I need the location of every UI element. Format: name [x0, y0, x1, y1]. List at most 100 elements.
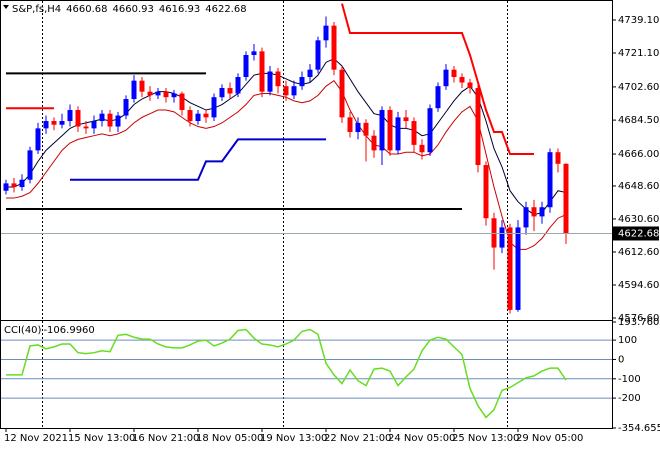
- indicator-name: CCI(40): [4, 325, 42, 336]
- candle-body: [43, 121, 49, 129]
- ohlc-value: 4616.93: [159, 4, 200, 15]
- candle-body: [483, 165, 489, 219]
- y-tick-label: 4721.10: [618, 48, 659, 59]
- candle-body: [563, 163, 569, 234]
- y-tick-label: 0: [618, 354, 624, 365]
- y-tick-label: -200: [618, 393, 641, 404]
- y-tick-label: 4612.60: [618, 247, 659, 258]
- y-tick-label: 4630.60: [618, 214, 659, 225]
- candle-body: [35, 128, 41, 151]
- y-tick-label: 4576.60: [618, 313, 659, 324]
- candle-body: [475, 88, 481, 166]
- candle-body: [283, 86, 289, 96]
- y-tick-label: 4702.60: [618, 82, 659, 93]
- candle-body: [155, 91, 161, 96]
- candle-body: [419, 144, 425, 153]
- candle-body: [275, 71, 281, 87]
- candle-body: [307, 69, 313, 78]
- candle-body: [179, 93, 185, 111]
- candle-body: [51, 121, 57, 125]
- x-tick-label: 12 Nov 2021: [4, 433, 68, 444]
- candle-body: [147, 91, 153, 96]
- candle-body: [227, 88, 233, 94]
- candle-body: [115, 115, 121, 127]
- candle-body: [259, 51, 265, 92]
- candle-body: [91, 121, 97, 129]
- candle-body: [331, 25, 337, 70]
- y-tick-label: 4739.10: [618, 15, 659, 26]
- candle-body: [107, 113, 113, 127]
- y-tick-label: -354.655: [618, 423, 660, 434]
- candle-body: [219, 88, 225, 98]
- candle-body: [291, 86, 297, 96]
- ohlc-value: 4660.93: [113, 4, 154, 15]
- indicator-line: [6, 58, 567, 216]
- candle-body: [403, 117, 409, 122]
- symbol: S&P,fs,H4: [12, 4, 61, 15]
- candle-body: [395, 117, 401, 151]
- candle-body: [11, 183, 17, 188]
- y-tick-label: 193.7606: [618, 317, 660, 328]
- candle-body: [211, 97, 217, 118]
- candle-body: [315, 40, 321, 70]
- candle-body: [19, 179, 25, 188]
- candle-body: [379, 110, 385, 151]
- x-tick-label: 18 Nov 05:00: [196, 433, 263, 444]
- candle-body: [531, 207, 537, 217]
- candle-body: [235, 77, 241, 94]
- candle-body: [99, 113, 105, 122]
- header-marker: [3, 5, 9, 9]
- candle-body: [515, 227, 521, 310]
- candle-body: [131, 80, 137, 100]
- ohlc-value: 4660.68: [66, 4, 107, 15]
- y-tick-label: 4684.50: [618, 115, 659, 126]
- candle-body: [123, 99, 129, 116]
- indicator-value: -106.9960: [43, 325, 94, 336]
- last-price-box: [613, 226, 659, 241]
- candle-body: [267, 71, 273, 92]
- candle-body: [203, 113, 209, 118]
- x-tick-label: 16 Nov 21:00: [132, 433, 199, 444]
- x-tick-label: 25 Nov 13:00: [452, 433, 519, 444]
- candle-body: [499, 227, 505, 248]
- y-tick-label: -100: [618, 374, 641, 385]
- indicator-line: [6, 328, 567, 419]
- x-tick-label: 29 Nov 05:00: [516, 433, 583, 444]
- candle-body: [3, 183, 9, 191]
- indicator-line: [6, 79, 567, 250]
- last-price-label: 4622.68: [618, 228, 659, 239]
- ohlc-value: 4622.68: [205, 4, 246, 15]
- candle-body: [299, 77, 305, 87]
- candle-body: [363, 122, 369, 136]
- candle-body: [195, 113, 201, 122]
- candle-body: [435, 86, 441, 109]
- candle-body: [187, 110, 193, 122]
- x-tick-label: 24 Nov 05:00: [388, 433, 455, 444]
- candle-body: [539, 207, 545, 217]
- candle-body: [387, 110, 393, 151]
- candle-body: [323, 25, 329, 41]
- candle-body: [83, 126, 89, 129]
- candle-body: [371, 135, 377, 151]
- indicator-line: [341, 3, 534, 156]
- candle-body: [339, 69, 345, 118]
- y-tick-label: 100: [618, 335, 637, 346]
- candle-body: [451, 69, 457, 78]
- candle-body: [75, 110, 81, 127]
- indicator-header: CCI(40) -106.9960: [4, 325, 95, 336]
- x-tick-label: 19 Nov 13:00: [260, 433, 327, 444]
- candle-body: [555, 152, 561, 164]
- candle-body: [459, 77, 465, 83]
- candle-body: [59, 121, 65, 125]
- candle-body: [27, 150, 33, 180]
- candle-body: [507, 227, 513, 310]
- plot-frame: [0, 0, 613, 429]
- y-tick-label: 4666.00: [618, 149, 659, 160]
- candle-body: [443, 69, 449, 87]
- x-tick-label: 15 Nov 13:00: [68, 433, 135, 444]
- x-tick-label: 22 Nov 21:00: [324, 433, 391, 444]
- y-tick-label: 4594.60: [618, 280, 659, 291]
- chart-header: S&P,fs,H4 4660.68 4660.93 4616.93 4622.68: [12, 4, 247, 15]
- candle-body: [491, 218, 497, 248]
